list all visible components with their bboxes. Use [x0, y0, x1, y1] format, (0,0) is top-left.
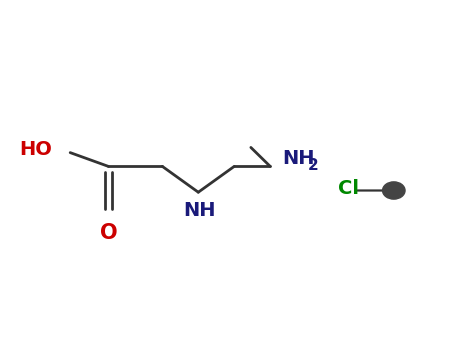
Text: HO: HO	[20, 140, 52, 159]
Circle shape	[383, 182, 405, 199]
Text: NH: NH	[183, 201, 216, 220]
Text: Cl: Cl	[338, 179, 359, 198]
Text: 2: 2	[308, 158, 318, 173]
Text: O: O	[100, 223, 117, 243]
Text: NH: NH	[282, 149, 315, 168]
